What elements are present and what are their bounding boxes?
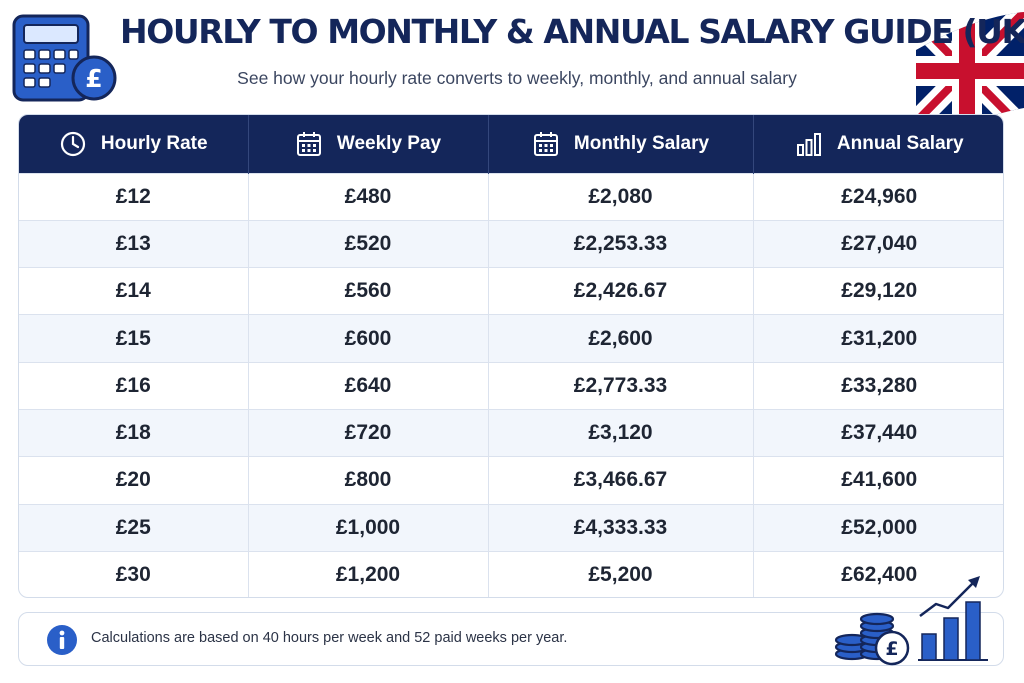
- page-subtitle: See how your hourly rate converts to wee…: [237, 68, 797, 88]
- table-row: £20 £800 £3,466.67 £41,600: [19, 456, 1003, 505]
- table-cell: £41,600: [753, 456, 1003, 505]
- table-body: £12 £480 £2,080 £24,960 £13 £520 £2,253.33 £27,…: [19, 172, 1003, 597]
- header-label: Weekly Pay: [336, 132, 442, 154]
- table-cell: £4,333.33: [488, 503, 754, 552]
- header-monthly-salary: Monthly Salary: [488, 115, 754, 173]
- table-row: £30 £1,200 £5,200 £62,400: [19, 550, 1003, 597]
- table-cell: £52,000: [753, 503, 1003, 552]
- header-annual-salary: Annual Salary: [753, 115, 1003, 173]
- table-cell: £600: [248, 314, 489, 363]
- table-cell: £62,400: [753, 550, 1003, 597]
- table-cell: £27,040: [753, 219, 1003, 268]
- calculator-pound-icon: £: [12, 14, 117, 102]
- table-cell: £16: [19, 361, 249, 410]
- table-cell: £520: [248, 219, 489, 268]
- table-row: £12 £480 £2,080 £24,960: [19, 172, 1003, 221]
- footer-note-text: Calculations are based on 40 hours per w…: [91, 630, 568, 646]
- header-label: Hourly Rate: [100, 132, 208, 154]
- table-cell: £1,200: [248, 550, 489, 597]
- table-row: £13 £520 £2,253.33 £27,040: [19, 219, 1003, 268]
- table-cell: £20: [19, 456, 249, 505]
- table-cell: £14: [19, 267, 249, 315]
- table-cell: £560: [248, 267, 489, 315]
- table-cell: £5,200: [488, 550, 754, 597]
- table-cell: £3,466.67: [488, 456, 754, 505]
- table-cell: £25: [19, 503, 249, 552]
- table-cell: £29,120: [753, 267, 1003, 315]
- table-cell: £800: [248, 456, 489, 505]
- svg-text:£: £: [85, 64, 102, 93]
- table-row: £14 £560 £2,426.67 £29,120: [19, 267, 1003, 315]
- salary-table-container: Hourly Rate Weekly Pay: [18, 114, 1004, 598]
- page-title: HOURLY TO MONTHLY & ANNUAL SALARY GUIDE …: [120, 12, 1024, 51]
- table-row: £25 £1,000 £4,333.33 £52,000: [19, 503, 1003, 552]
- table-cell: £13: [19, 219, 249, 268]
- table-cell: £30: [19, 550, 249, 597]
- table-cell: £15: [19, 314, 249, 363]
- table-cell: £37,440: [753, 408, 1003, 457]
- table-cell: £2,426.67: [488, 267, 754, 315]
- table-cell: £2,080: [488, 172, 754, 221]
- header-label: Annual Salary: [836, 132, 964, 154]
- table-row: £15 £600 £2,600 £31,200: [19, 314, 1003, 363]
- salary-table: Hourly Rate Weekly Pay: [19, 115, 1003, 597]
- header-weekly-pay: Weekly Pay: [248, 115, 489, 173]
- table-cell: £18: [19, 408, 249, 457]
- header-label: Monthly Salary: [573, 132, 710, 154]
- table-cell: £480: [248, 172, 489, 221]
- table-header: Hourly Rate Weekly Pay: [19, 115, 1003, 173]
- table-cell: £2,773.33: [488, 361, 754, 410]
- uk-flag-icon: [916, 12, 1024, 125]
- calendar-icon: [296, 131, 321, 156]
- info-icon: [47, 625, 77, 655]
- table-row: £16 £640 £2,773.33 £33,280: [19, 361, 1003, 410]
- calendar-icon: [533, 131, 558, 156]
- table-cell: £12: [19, 172, 249, 221]
- header-hourly-rate: Hourly Rate: [19, 115, 249, 173]
- table-cell: £3,120: [488, 408, 754, 457]
- coins-growth-chart-icon: £: [834, 576, 988, 666]
- table-cell: £720: [248, 408, 489, 457]
- table-cell: £2,600: [488, 314, 754, 363]
- table-cell: £1,000: [248, 503, 489, 552]
- clock-icon: [60, 131, 86, 156]
- table-cell: £33,280: [753, 361, 1003, 410]
- table-cell: £31,200: [753, 314, 1003, 363]
- table-cell: £640: [248, 361, 489, 410]
- table-row: £18 £720 £3,120 £37,440: [19, 408, 1003, 457]
- table-cell: £24,960: [753, 172, 1003, 221]
- svg-text:£: £: [885, 638, 898, 660]
- bar-chart-icon: [796, 132, 821, 156]
- table-cell: £2,253.33: [488, 219, 754, 268]
